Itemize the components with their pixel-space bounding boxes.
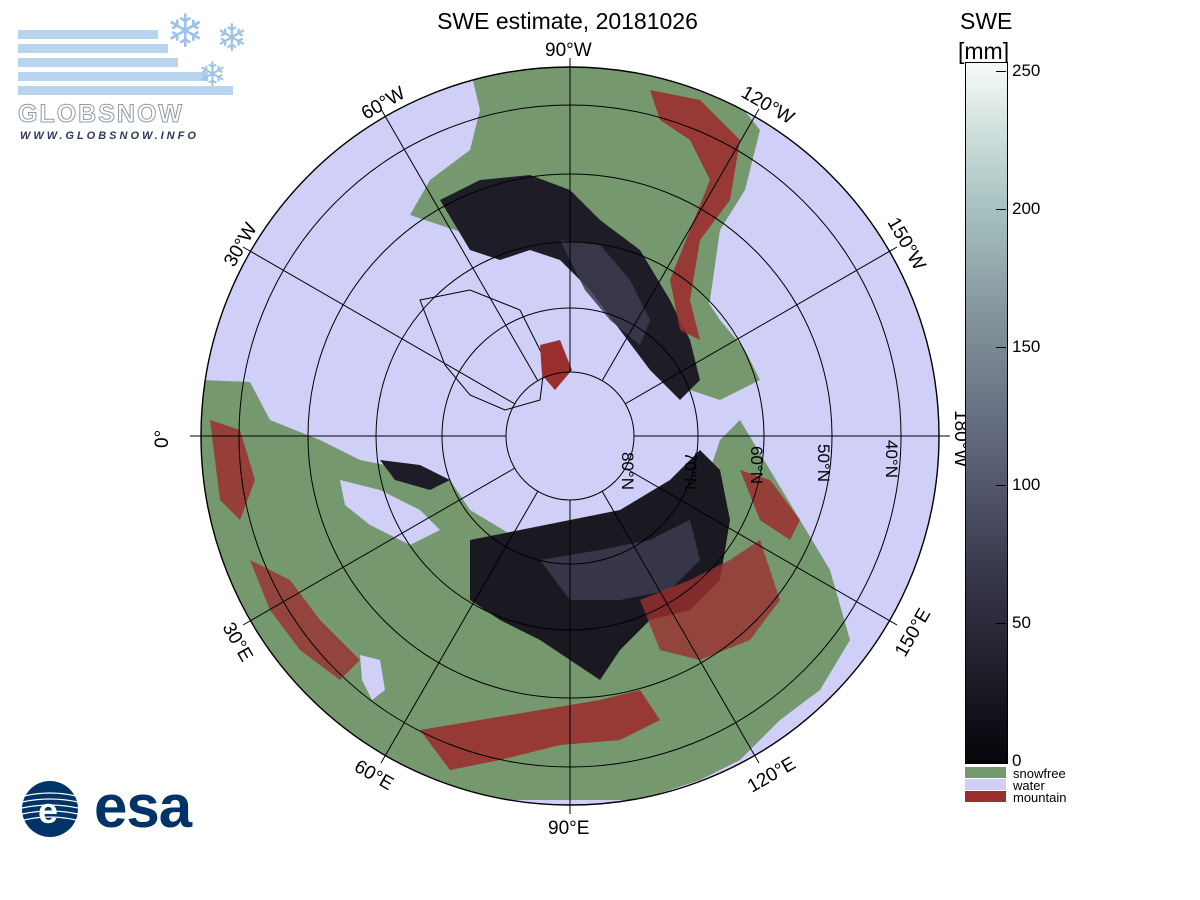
legend-swatch-water [965, 779, 1006, 790]
mountain-kamchatka [740, 470, 800, 540]
map-title: SWE estimate, 20181026 [437, 8, 698, 34]
colorbar [965, 62, 1008, 764]
legend-label-snowfree: snowfree [1013, 766, 1066, 781]
colorbar-tick-50: 50 [1012, 613, 1031, 632]
snow-siberia-mid [540, 520, 700, 600]
colorbar-tick-150: 150 [1012, 337, 1041, 356]
esa-emblem-icon: e [21, 781, 79, 837]
snow-canada-mid [560, 240, 650, 345]
colorbar-tick-200: 200 [1012, 199, 1041, 218]
mountain-central-asia [420, 690, 660, 770]
meridians [190, 58, 950, 814]
mountain-east-asia [640, 540, 780, 660]
snow-scandinavia [380, 460, 450, 490]
snowflake-icon: ❄ [216, 18, 248, 60]
lon-label-30e: 30°E [218, 619, 257, 665]
globsnow-wordmark: GLOBSNOW [18, 100, 184, 129]
legend-label-mountain: mountain [1013, 790, 1067, 805]
mountain-scandinavia [210, 420, 255, 520]
lat-label-50n: 50°N [814, 444, 833, 482]
lon-label-150e: 150°E [891, 605, 935, 661]
land-greenland [419, 289, 546, 411]
mountain-rockies [650, 90, 740, 340]
legend-swatch-mountain [965, 791, 1006, 802]
lon-label-0: 0° [152, 430, 173, 448]
snow-canada [440, 175, 700, 400]
colorbar-title: SWE [mm] [958, 8, 1013, 64]
lon-label-90e: 90°E [548, 818, 589, 839]
lon-label-60e: 60°E [351, 756, 397, 795]
snowflake-icon: ❄ [198, 56, 227, 94]
lat-label-80n: 80°N [618, 452, 637, 490]
legend-swatch-snowfree [965, 767, 1006, 778]
esa-logo: e esa [16, 773, 226, 840]
mountain-greenland-edge [540, 340, 572, 390]
svg-text:e: e [38, 790, 58, 831]
lon-label-120e: 120°E [744, 753, 800, 797]
globsnow-logo: ❄ ❄ ❄ GLOBSNOW WWW.GLOBSNOW.INFO [16, 8, 266, 143]
colorbar-tick-0: 0 [1012, 751, 1022, 770]
water-baltic [340, 480, 440, 545]
colorbar-tick-250: 250 [1012, 61, 1041, 80]
colorbar-tick-100: 100 [1012, 475, 1041, 494]
lat-label-40n: 40°N [882, 440, 901, 478]
esa-wordmark: esa [94, 773, 192, 840]
water-caspian [360, 655, 385, 700]
snowflake-icon: ❄ [166, 5, 205, 57]
lon-label-90w: 90°W [545, 40, 592, 61]
lat-label-60n: 60°N [747, 446, 766, 484]
globsnow-url: WWW.GLOBSNOW.INFO [20, 130, 199, 142]
lat-label-70n: 70°N [681, 452, 700, 490]
map-border [200, 66, 940, 806]
legend-label-water: water [1013, 778, 1045, 793]
